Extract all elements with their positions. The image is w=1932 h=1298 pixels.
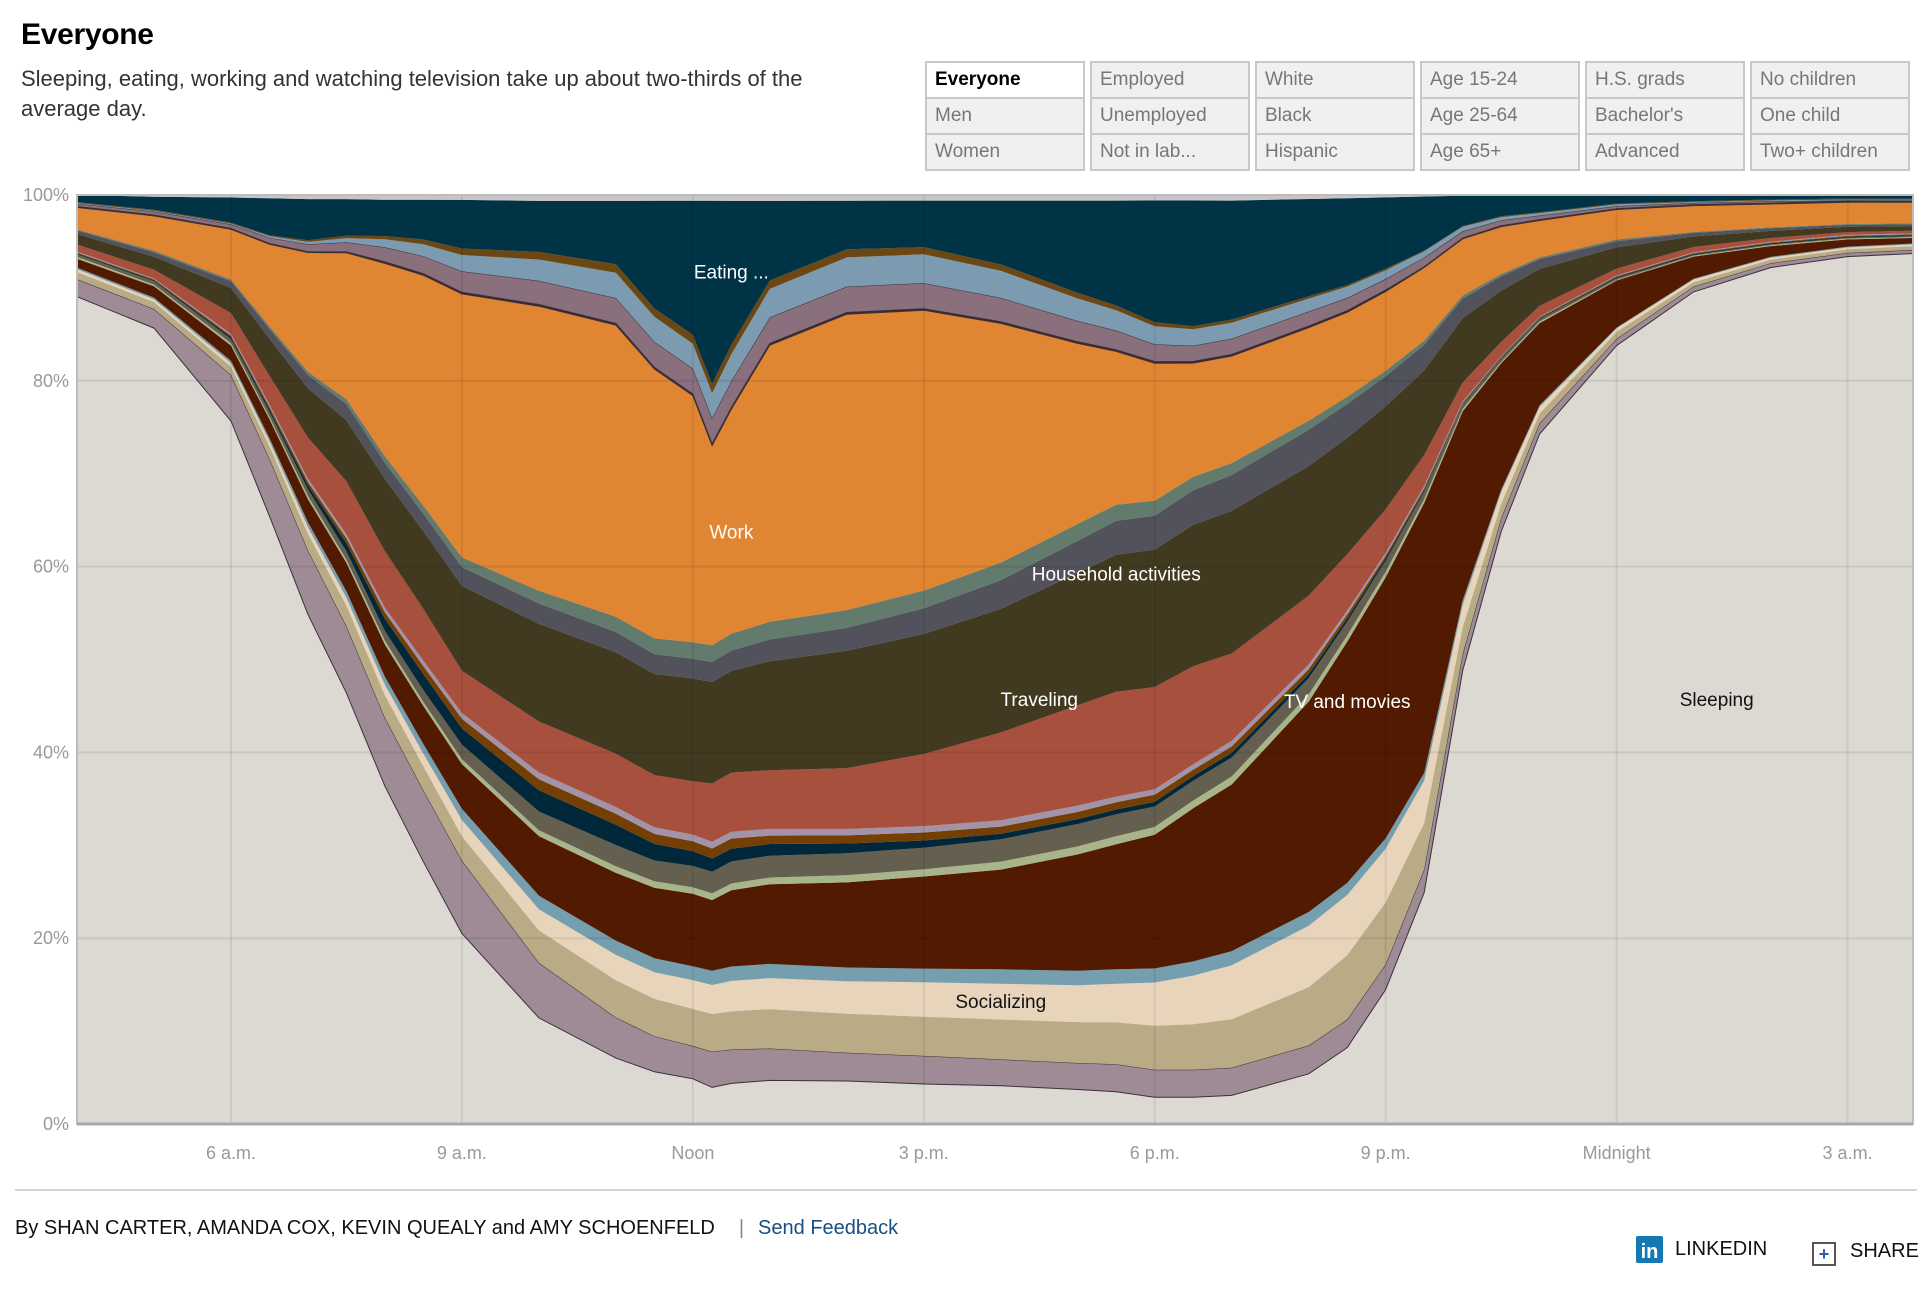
- area-label: Traveling: [1001, 690, 1078, 711]
- share-button[interactable]: + SHARE: [1812, 1236, 1919, 1266]
- area-label: Work: [709, 523, 753, 544]
- area-caring-for-others[interactable]: [77, 224, 1913, 683]
- filter-column: White Black Hispanic: [1255, 61, 1415, 171]
- filter-column: No children One child Two+ children: [1750, 61, 1910, 171]
- filter-button-women[interactable]: Women: [927, 135, 1083, 169]
- axes: [76, 194, 1914, 1126]
- share-label: SHARE: [1850, 1239, 1919, 1262]
- area-layers: [76, 195, 1914, 1125]
- y-tick-label: 80%: [33, 371, 69, 391]
- y-tick-label: 100%: [23, 185, 69, 205]
- filter-button-one-child[interactable]: One child: [1752, 99, 1908, 135]
- x-tick-label: 3 p.m.: [899, 1143, 949, 1163]
- byline: By SHAN CARTER, AMANDA COX, KEVIN QUEALY…: [15, 1217, 898, 1240]
- filter-button-age-25-64[interactable]: Age 25-64: [1422, 99, 1578, 135]
- page-subtitle: Sleeping, eating, working and watching t…: [21, 66, 803, 121]
- filter-column: Age 15-24 Age 25-64 Age 65+: [1420, 61, 1580, 171]
- x-tick-label: Midnight: [1583, 1143, 1651, 1163]
- area-shopping[interactable]: [77, 223, 1913, 663]
- area-work[interactable]: [77, 202, 1913, 646]
- filter-button-unemployed[interactable]: Unemployed: [1092, 99, 1248, 135]
- area-household-activities[interactable]: [77, 226, 1913, 784]
- filter-column: H.S. grads Bachelor's Advanced: [1585, 61, 1745, 171]
- page-title: Everyone: [21, 18, 154, 51]
- y-tick-label: 0%: [43, 1114, 69, 1134]
- area-label: Sleeping: [1680, 690, 1754, 711]
- footer-divider: [15, 1189, 1917, 1191]
- filter-button-hs-grads[interactable]: H.S. grads: [1587, 63, 1743, 99]
- filter-button-no-children[interactable]: No children: [1752, 63, 1908, 99]
- linkedin-icon: in: [1636, 1236, 1663, 1263]
- area-label: Eating ...: [694, 263, 769, 284]
- filter-button-black[interactable]: Black: [1257, 99, 1413, 135]
- x-axis-ticks: 6 a.m. 9 a.m. Noon 3 p.m. 6 p.m. 9 p.m. Midnig…: [206, 1143, 1873, 1163]
- y-axis-ticks: 0% 20% 40% 60% 80% 100%: [23, 185, 69, 1134]
- area-label: Household activities: [1032, 565, 1201, 586]
- filter-button-advanced[interactable]: Advanced: [1587, 135, 1743, 169]
- filter-button-hispanic[interactable]: Hispanic: [1257, 135, 1413, 169]
- filter-button-bachelors[interactable]: Bachelor's: [1587, 99, 1743, 135]
- byline-authors: By SHAN CARTER, AMANDA COX, KEVIN QUEALY…: [15, 1217, 715, 1239]
- filter-button-age-65-plus[interactable]: Age 65+: [1422, 135, 1578, 169]
- filter-button-age-15-24[interactable]: Age 15-24: [1422, 63, 1578, 99]
- linkedin-button[interactable]: in LINKEDIN: [1636, 1236, 1767, 1263]
- x-tick-label: 3 a.m.: [1823, 1143, 1873, 1163]
- x-tick-label: 6 p.m.: [1130, 1143, 1180, 1163]
- area-label: TV and movies: [1284, 692, 1411, 713]
- x-tick-label: 9 a.m.: [437, 1143, 487, 1163]
- filter-button-not-in-labor-force[interactable]: Not in lab...: [1092, 135, 1248, 169]
- y-tick-label: 60%: [33, 557, 69, 577]
- area-eating[interactable]: [77, 195, 1913, 384]
- y-tick-label: 20%: [33, 928, 69, 948]
- filter-column: Employed Unemployed Not in lab...: [1090, 61, 1250, 171]
- filter-button-two-plus-children[interactable]: Two+ children: [1752, 135, 1908, 169]
- send-feedback-link[interactable]: Send Feedback: [758, 1217, 899, 1239]
- area-labels: Eating ... Work Household activities Travel…: [694, 263, 1754, 1013]
- x-tick-label: 6 a.m.: [206, 1143, 256, 1163]
- filter-button-employed[interactable]: Employed: [1092, 63, 1248, 99]
- stacked-area-chart: 0% 20% 40% 60% 80% 100% 6 a.m. 9 a.m. Noon 3 p.m…: [23, 185, 1914, 1163]
- filter-column: Everyone Men Women: [925, 61, 1085, 171]
- gridlines: [77, 195, 1913, 1124]
- area-sleeping[interactable]: [77, 253, 1913, 1125]
- x-tick-label: 9 p.m.: [1361, 1143, 1411, 1163]
- x-tick-label: Noon: [671, 1143, 714, 1163]
- filter-button-white[interactable]: White: [1257, 63, 1413, 99]
- share-plus-icon: +: [1812, 1242, 1836, 1266]
- filter-button-everyone[interactable]: Everyone: [927, 63, 1083, 99]
- area-label: Socializing: [955, 992, 1046, 1013]
- area-other-unknown[interactable]: [77, 195, 1913, 201]
- byline-separator: |: [738, 1217, 745, 1239]
- filter-button-men[interactable]: Men: [927, 99, 1083, 135]
- linkedin-label: LINKEDIN: [1675, 1238, 1768, 1260]
- y-tick-label: 40%: [33, 742, 69, 762]
- demographic-filter-grid: Everyone Men Women Employed Unemployed N…: [925, 61, 1910, 171]
